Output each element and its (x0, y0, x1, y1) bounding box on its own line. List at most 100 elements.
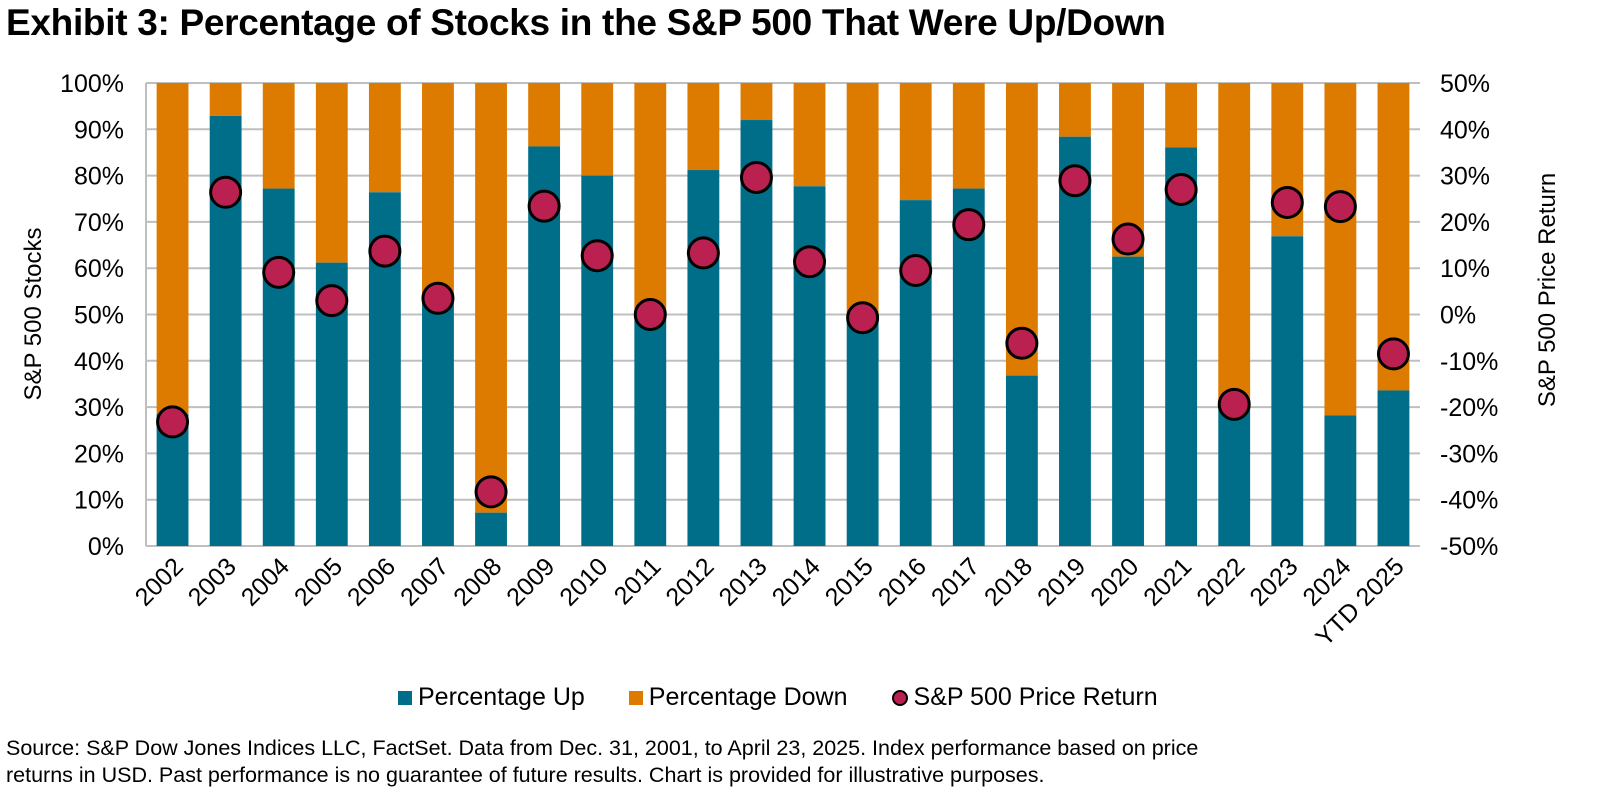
x-tick-label: 2006 (342, 552, 401, 611)
bar-percentage-up (952, 188, 985, 546)
y2-tick-label: -40% (1440, 487, 1498, 515)
x-tick-label: 2004 (236, 552, 295, 611)
bar-percentage-down (740, 83, 773, 121)
legend-item-up: Percentage Up (398, 683, 585, 712)
y-tick-label: 90% (74, 116, 124, 144)
y-tick-label: 60% (74, 255, 124, 283)
legend-label-down: Percentage Down (648, 683, 848, 711)
bar-percentage-down (581, 83, 614, 176)
y2-tick-label: -10% (1440, 348, 1498, 376)
x-tick-label: 2011 (609, 552, 667, 610)
y-tick-label: 80% (74, 163, 124, 191)
return-marker (739, 160, 773, 194)
return-marker (1164, 172, 1198, 206)
bar-percentage-up (475, 512, 507, 546)
bar-percentage-down (422, 83, 454, 303)
y2-axis-label: S&P 500 Price Return (1534, 173, 1561, 407)
y-tick-label: 10% (74, 487, 124, 515)
bar-percentage-down (209, 83, 242, 116)
x-tick-label: 2003 (183, 552, 242, 611)
y-tick-label: 50% (74, 302, 124, 330)
bar-percentage-down (846, 83, 879, 321)
bar-percentage-down (262, 83, 295, 189)
x-tick-label: 2012 (660, 552, 719, 611)
return-marker (474, 475, 508, 509)
bar-percentage-up (1324, 415, 1357, 546)
legend-item-down: Percentage Down (628, 683, 848, 712)
return-marker (1270, 185, 1304, 219)
bar-percentage-up (1218, 405, 1251, 546)
right-axis-ticks: -50% -40% -30% -20% -10% 0% 10% 20% 30% 40% 50% (1440, 70, 1498, 561)
x-tick-label: 2023 (1244, 552, 1303, 611)
y2-tick-label: -20% (1440, 394, 1498, 422)
return-marker (421, 281, 455, 315)
x-tick-label: 2008 (448, 552, 507, 611)
x-tick-label: 2021 (1138, 552, 1197, 611)
bar-percentage-up (634, 317, 667, 546)
x-tick-label: 2002 (130, 552, 189, 611)
return-marker (686, 236, 720, 270)
return-marker (527, 189, 561, 223)
bar-percentage-down (368, 83, 401, 193)
bar-percentage-up (1112, 256, 1144, 546)
y2-tick-label: 0% (1440, 302, 1476, 330)
bar-percentage-up (1005, 375, 1038, 546)
x-tick-label: 2015 (820, 552, 879, 611)
y2-tick-label: -30% (1440, 440, 1498, 468)
bar-percentage-up (262, 188, 295, 546)
y2-tick-label: 50% (1440, 70, 1490, 98)
return-marker (1376, 337, 1410, 371)
y2-tick-label: 40% (1440, 116, 1490, 144)
source-note: Source: S&P Dow Jones Indices LLC, FactS… (6, 735, 1596, 789)
return-marker (315, 284, 349, 318)
x-tick-label: 2010 (554, 552, 613, 611)
y-tick-label: 20% (74, 440, 124, 468)
bar-percentage-down (1218, 83, 1251, 406)
return-marker (1111, 222, 1145, 256)
return-marker (633, 298, 667, 331)
left-axis-ticks: 0% 10% 20% 30% 40% 50% 60% 70% 80% 90% 100% (60, 70, 124, 561)
y-tick-label: 30% (74, 394, 124, 422)
return-marker (1058, 164, 1092, 198)
y2-tick-label: 30% (1440, 163, 1490, 191)
y-tick-label: 40% (74, 348, 124, 376)
bar-percentage-down (315, 83, 348, 263)
y-axis-label: S&P 500 Stocks (20, 228, 47, 401)
legend: Percentage Up Percentage Down S&P 500 Pr… (398, 683, 1158, 712)
x-tick-label: 2022 (1191, 552, 1250, 611)
bar-percentage-up (1165, 147, 1198, 546)
y2-tick-label: 20% (1440, 209, 1490, 237)
chart: 0% 10% 20% 30% 40% 50% 60% 70% 80% 90% 100% -50% -4… (20, 70, 1561, 652)
bar-percentage-up (1377, 390, 1410, 546)
legend-label-up: Percentage Up (418, 683, 585, 711)
x-tick-label: 2007 (395, 552, 454, 611)
x-tick-label: 2016 (873, 552, 932, 611)
return-marker (580, 239, 614, 273)
y-tick-label: 100% (60, 70, 124, 98)
bar-percentage-down (1165, 83, 1198, 148)
bar-percentage-up (846, 320, 879, 546)
bar-percentage-down (1324, 83, 1357, 416)
bar-percentage-up (793, 186, 826, 546)
chart-title: Exhibit 3: Percentage of Stocks in the S… (6, 2, 1166, 43)
bar-percentage-down (156, 83, 189, 415)
x-tick-label: 2019 (1032, 552, 1091, 611)
return-marker (1323, 190, 1357, 224)
bar-percentage-down (952, 83, 985, 189)
return-marker (846, 301, 880, 335)
bar-percentage-down (528, 83, 561, 147)
bar-percentage-up (687, 170, 720, 546)
x-tick-label: 2017 (926, 552, 985, 611)
return-marker (156, 405, 190, 439)
bar-percentage-down (634, 83, 667, 318)
return-marker (793, 245, 827, 279)
y2-tick-label: -50% (1440, 533, 1498, 561)
x-tick-label: 2018 (979, 552, 1038, 611)
legend-swatch-down (628, 690, 643, 705)
bar-percentage-up (422, 302, 454, 546)
return-marker (262, 255, 296, 289)
bar-percentage-down (899, 83, 932, 201)
legend-label-return: S&P 500 Price Return (913, 683, 1158, 711)
return-marker (952, 208, 986, 242)
bar-percentage-down (687, 83, 720, 171)
